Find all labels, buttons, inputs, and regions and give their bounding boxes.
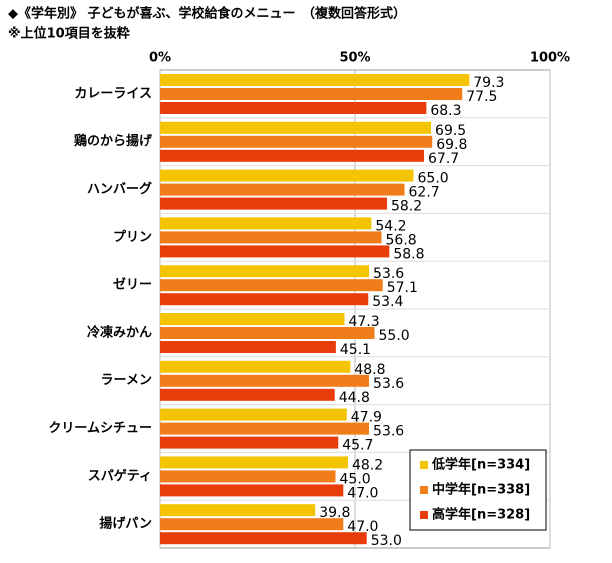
bar	[160, 169, 414, 182]
data-label: 79.3	[473, 75, 504, 91]
bar	[160, 231, 382, 244]
bar	[160, 422, 370, 435]
data-label: 48.8	[354, 362, 385, 378]
y-tick-label: ハンバーグ	[87, 181, 152, 197]
bar	[160, 408, 347, 421]
x-tick-label: 100%	[530, 51, 570, 66]
bar	[160, 504, 316, 517]
data-label: 45.1	[340, 342, 371, 358]
y-tick-label: クリームシチュー	[48, 421, 152, 436]
bar	[160, 183, 405, 196]
bar	[160, 532, 367, 545]
data-label: 55.0	[379, 328, 410, 344]
bar	[160, 470, 336, 483]
data-label: 53.6	[373, 266, 404, 282]
chart-title: ◆《学年別》 子どもが喜ぶ、学校給食のメニュー （複数回答形式）	[8, 6, 406, 22]
bar	[160, 74, 470, 86]
legend-label: 中学年[n=338]	[432, 482, 530, 498]
bar	[160, 518, 344, 531]
data-label: 48.2	[352, 457, 383, 473]
data-label: 53.4	[372, 294, 403, 310]
bar	[160, 313, 345, 325]
x-tick-label: 50%	[339, 51, 370, 66]
legend-box	[409, 449, 547, 531]
legend-label: 高学年[n=328]	[432, 507, 530, 523]
chart-subtitle: ※上位10項目を抜粋	[8, 26, 130, 42]
bar	[160, 484, 344, 497]
data-label: 58.8	[393, 246, 424, 262]
data-label: 56.8	[386, 232, 417, 248]
bar	[160, 121, 432, 134]
data-label: 67.7	[428, 151, 459, 167]
legend-swatch	[420, 461, 428, 469]
bar	[160, 360, 351, 373]
data-label: 47.3	[348, 314, 379, 330]
legend-swatch	[420, 511, 428, 519]
data-label: 45.7	[342, 438, 373, 454]
bar	[160, 388, 335, 401]
bar	[160, 456, 348, 469]
bar	[160, 279, 383, 292]
bar	[160, 265, 370, 278]
data-label: 77.5	[466, 89, 497, 105]
y-tick-label: 揚げパン	[99, 516, 152, 532]
y-tick-label: 冷凍みかん	[87, 324, 152, 340]
y-tick-label: プリン	[113, 230, 152, 245]
bar	[160, 436, 339, 449]
y-tick-label: カレーライス	[74, 86, 152, 101]
bar	[160, 327, 375, 339]
bar	[160, 293, 369, 306]
data-label: 47.9	[351, 410, 382, 426]
data-label: 57.1	[387, 280, 418, 296]
data-label: 69.5	[435, 123, 466, 139]
data-label: 47.0	[347, 485, 378, 501]
bar	[160, 341, 336, 353]
bar	[160, 135, 433, 148]
y-tick-label: ラーメン	[101, 373, 152, 388]
data-label: 53.6	[373, 424, 404, 440]
y-tick-label: 鶏のから揚げ	[74, 133, 153, 149]
bar	[160, 245, 390, 258]
x-tick-label: 0%	[149, 51, 171, 66]
y-tick-label: スパゲティ	[88, 468, 152, 484]
data-label: 53.0	[371, 533, 402, 549]
data-label: 68.3	[430, 103, 461, 119]
data-label: 58.2	[391, 199, 422, 215]
y-tick-label: ゼリー	[113, 277, 152, 293]
data-label: 44.8	[339, 390, 370, 406]
data-label: 62.7	[409, 185, 440, 201]
data-label: 53.6	[373, 376, 404, 392]
bar	[160, 197, 387, 210]
bar	[160, 374, 370, 387]
data-label: 45.0	[340, 471, 371, 487]
data-label: 69.8	[436, 137, 467, 153]
bar	[160, 149, 425, 162]
legend-swatch	[420, 486, 428, 494]
data-label: 65.0	[418, 171, 449, 187]
legend-label: 低学年[n=334]	[431, 457, 530, 473]
bar	[160, 102, 427, 114]
data-label: 54.2	[375, 218, 406, 234]
data-label: 47.0	[347, 519, 378, 535]
bar	[160, 88, 463, 100]
data-label: 39.8	[319, 505, 350, 521]
bar	[160, 217, 372, 230]
